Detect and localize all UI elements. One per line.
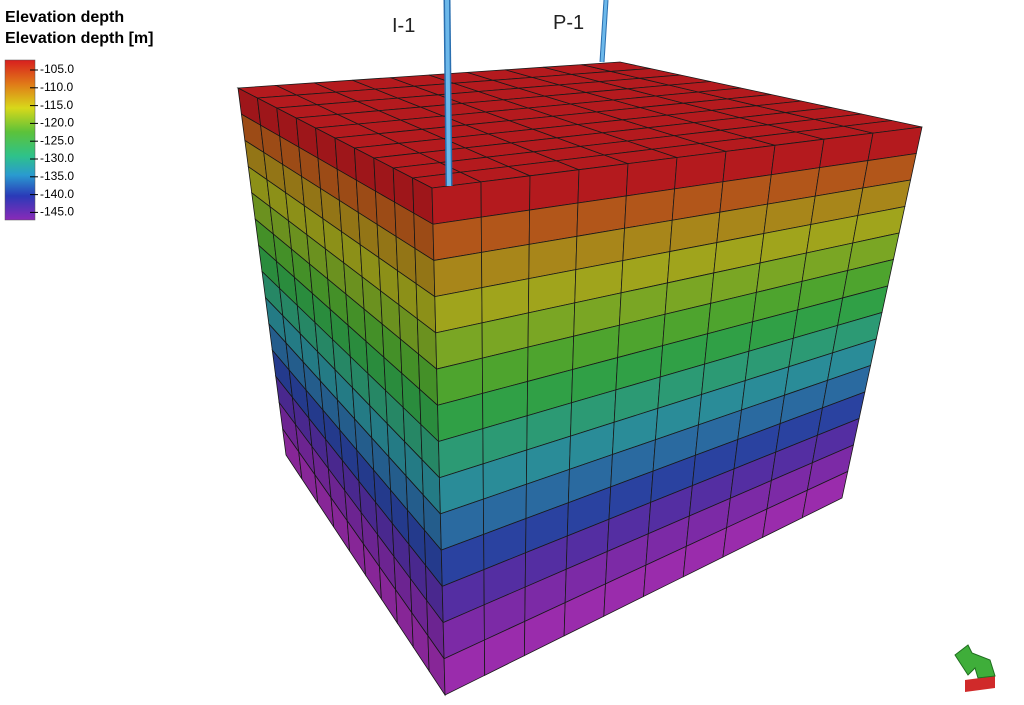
legend-label: -125.0 [40, 133, 74, 147]
well-label: I-1 [392, 15, 415, 37]
grid-cell [801, 470, 849, 519]
legend-label: -110.0 [40, 80, 73, 94]
grid-model [236, 61, 923, 697]
well-trajectory [445, 0, 451, 187]
legend-label: -105.0 [40, 62, 74, 76]
face-shade [238, 88, 445, 695]
legend-label: -115.0 [40, 98, 73, 112]
well-label: P-1 [553, 12, 584, 34]
legend-labels: -105.0 -110.0 -115.0 -120.0 -125.0 -130.0 -135… [30, 62, 74, 219]
legend-label: -120.0 [40, 116, 74, 130]
color-bar [4, 59, 36, 221]
legend-subtitle: Elevation depth [m] [5, 30, 153, 47]
legend-label: -145.0 [40, 205, 74, 219]
orientation-icon[interactable] [954, 644, 996, 692]
legend-label: -135.0 [40, 169, 74, 183]
legend-label: -140.0 [40, 187, 74, 201]
legend-title: Elevation depth [5, 9, 124, 26]
legend-label: -130.0 [40, 151, 74, 165]
well-trajectory [600, 0, 608, 63]
